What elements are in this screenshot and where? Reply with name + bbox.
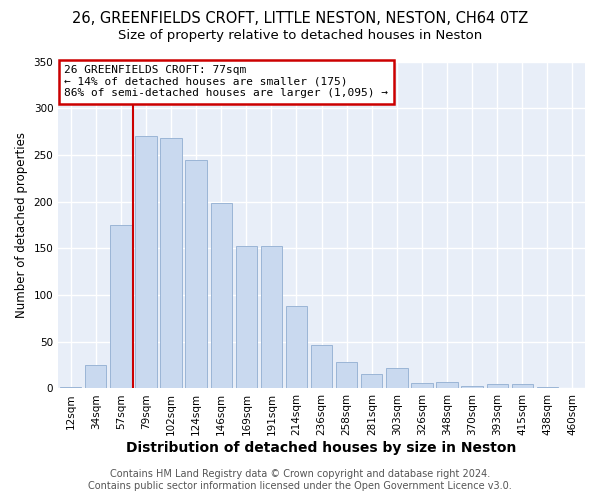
Bar: [211, 204, 232, 388]
Text: Size of property relative to detached houses in Neston: Size of property relative to detached ho…: [118, 29, 482, 42]
Bar: [361, 374, 382, 388]
Bar: [336, 362, 358, 388]
Bar: [512, 384, 533, 388]
Bar: [411, 383, 433, 388]
Text: 26 GREENFIELDS CROFT: 77sqm
← 14% of detached houses are smaller (175)
86% of se: 26 GREENFIELDS CROFT: 77sqm ← 14% of det…: [64, 65, 388, 98]
Bar: [436, 382, 458, 388]
Y-axis label: Number of detached properties: Number of detached properties: [15, 132, 28, 318]
Bar: [311, 344, 332, 389]
Bar: [110, 225, 131, 388]
Bar: [537, 386, 558, 388]
Bar: [286, 306, 307, 388]
Text: Contains HM Land Registry data © Crown copyright and database right 2024.
Contai: Contains HM Land Registry data © Crown c…: [88, 470, 512, 491]
Bar: [185, 160, 207, 388]
Bar: [386, 368, 407, 388]
Bar: [261, 246, 282, 388]
Bar: [236, 246, 257, 388]
Text: 26, GREENFIELDS CROFT, LITTLE NESTON, NESTON, CH64 0TZ: 26, GREENFIELDS CROFT, LITTLE NESTON, NE…: [72, 11, 528, 26]
Bar: [461, 386, 483, 388]
Bar: [136, 136, 157, 388]
Bar: [487, 384, 508, 388]
Bar: [85, 365, 106, 388]
Bar: [160, 138, 182, 388]
Bar: [60, 386, 82, 388]
X-axis label: Distribution of detached houses by size in Neston: Distribution of detached houses by size …: [127, 441, 517, 455]
